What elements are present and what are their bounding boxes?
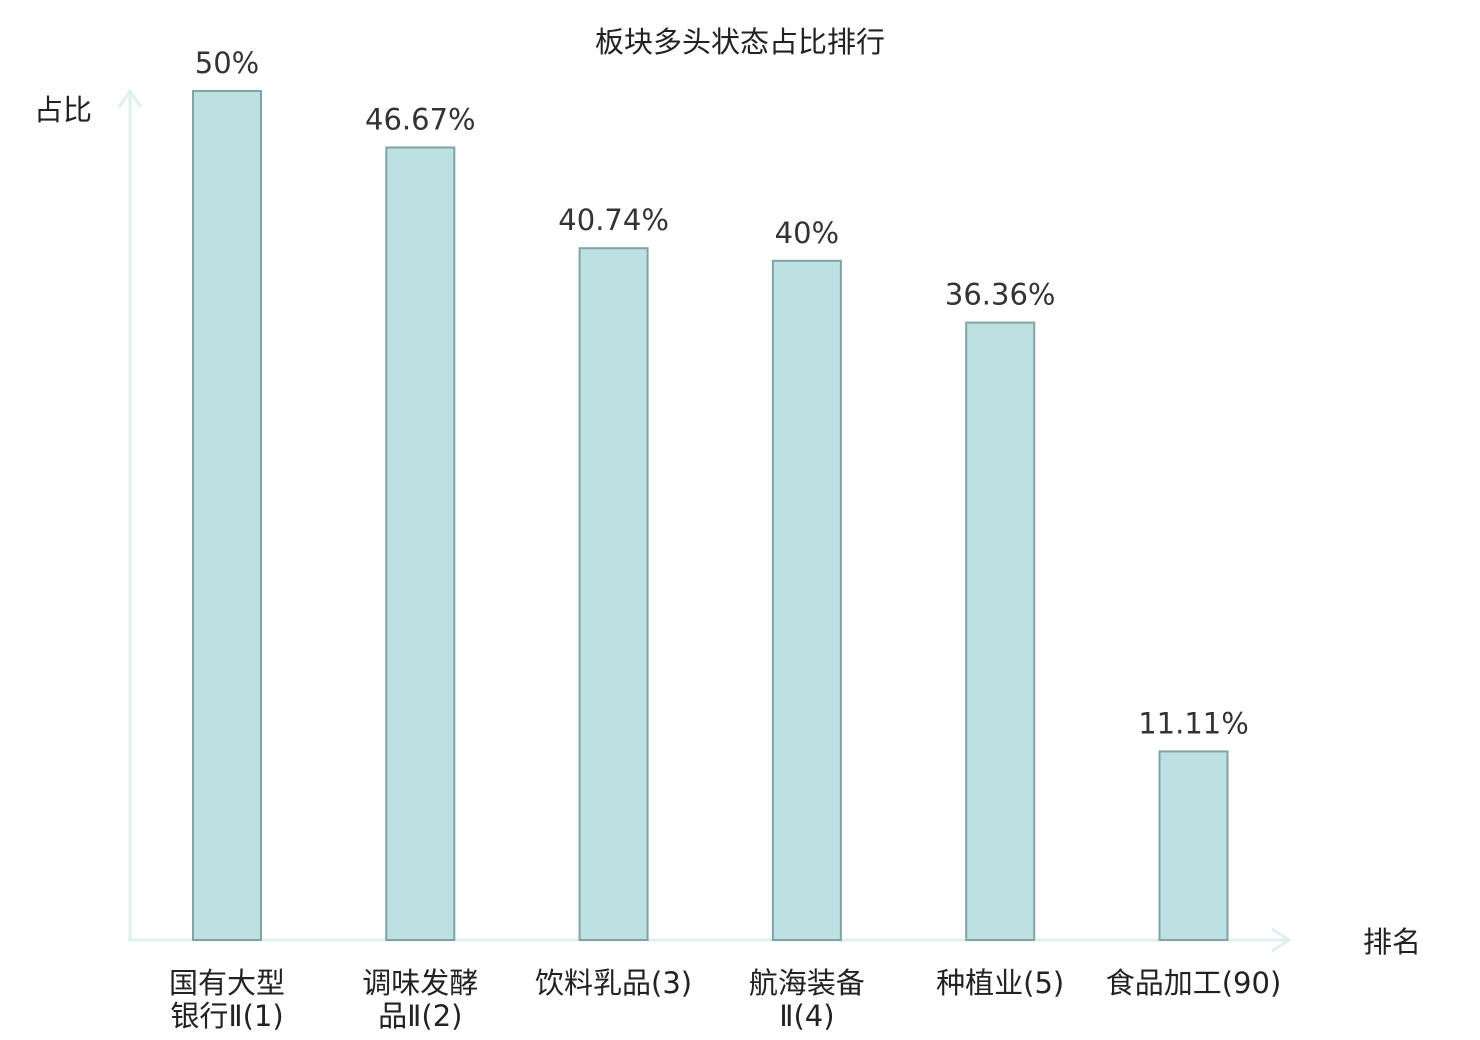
x-tick-label-line: 银行Ⅱ(1) <box>170 999 283 1033</box>
x-tick-label-line: 种植业(5) <box>936 966 1064 1000</box>
x-tick-label: 饮料乳品(3) <box>535 966 692 1000</box>
data-label: 36.36% <box>945 278 1056 312</box>
x-tick-label: 食品加工(90) <box>1106 966 1282 1000</box>
x-tick-label: 国有大型银行Ⅱ(1) <box>169 966 285 1033</box>
bar <box>771 259 842 941</box>
data-label: 50% <box>195 46 259 80</box>
data-label: 11.11% <box>1138 706 1249 740</box>
data-label: 40.74% <box>558 203 669 237</box>
y-axis-arrow-icon <box>117 88 143 108</box>
bar <box>965 321 1036 942</box>
x-tick-label: 调味发酵品Ⅱ(2) <box>362 966 478 1033</box>
x-tick-label-line: 国有大型 <box>169 966 285 1000</box>
bars-group <box>192 90 1229 942</box>
chart-title: 板块多头状态占比排行 <box>595 25 885 59</box>
x-tick-label-line: Ⅱ(4) <box>779 999 834 1033</box>
x-tick-label: 种植业(5) <box>936 966 1064 1000</box>
y-axis-label: 占比 <box>34 93 92 127</box>
bar <box>578 247 649 941</box>
x-tick-label-line: 食品加工(90) <box>1106 966 1282 1000</box>
x-tick-label: 航海装备 Ⅱ(4) <box>749 966 865 1033</box>
data-label: 46.67% <box>365 103 476 137</box>
x-axis-label: 排名 <box>1363 925 1421 959</box>
x-tick-label-line: 品Ⅱ(2) <box>378 999 462 1033</box>
x-tick-label-line: 调味发酵 <box>362 966 478 1000</box>
x-tick-label-line: 航海装备 <box>749 966 865 1000</box>
x-tick-label-line: 饮料乳品(3) <box>535 966 692 1000</box>
bar <box>385 146 456 941</box>
data-label: 40% <box>775 216 839 250</box>
x-tick-labels-group: 国有大型银行Ⅱ(1) 调味发酵品Ⅱ(2) 饮料乳品(3) 航海装备 Ⅱ(4) 种植业(5)… <box>169 966 1281 1033</box>
bar <box>192 90 262 941</box>
value-labels-group: 50% 46.67% 40.74% 40% 36.36% 11.11% <box>195 46 1249 740</box>
bar <box>1158 750 1229 942</box>
x-axis-arrow-icon <box>1271 927 1292 953</box>
